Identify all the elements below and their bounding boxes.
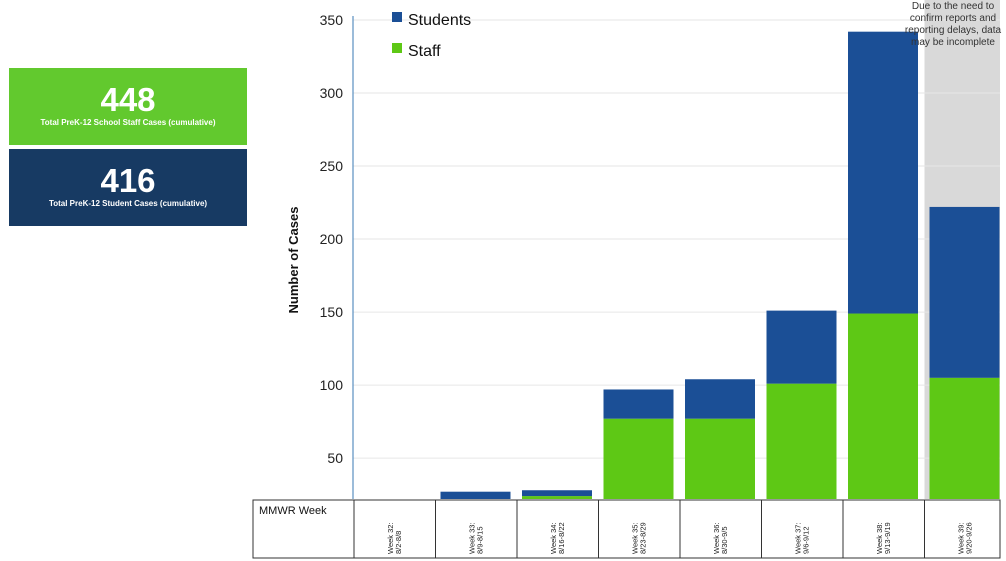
bar-students — [522, 490, 592, 497]
y-tick-label: 300 — [320, 85, 344, 101]
y-axis-label: Number of Cases — [286, 207, 301, 314]
student-cases-card: 416 Total PreK-12 Student Cases (cumulat… — [9, 149, 247, 226]
legend-label-students: Students — [408, 12, 471, 29]
bar-students — [766, 310, 837, 384]
x-tick-label-line: 8/9-8/15 — [475, 526, 484, 554]
bar-students — [685, 379, 755, 419]
x-tick-label-line: Week 37: — [793, 522, 802, 554]
x-tick-label-line: 8/16-8/22 — [557, 522, 566, 554]
x-tick-label: Week 35:8/23-8/29 — [630, 522, 647, 554]
legend-swatch-staff — [392, 43, 402, 53]
x-tick-label-line: Week 36: — [712, 522, 721, 554]
staff-cases-label: Total PreK-12 School Staff Cases (cumula… — [40, 118, 216, 127]
bar-students — [440, 491, 511, 499]
x-tick-label: Week 37:9/6-9/12 — [793, 522, 810, 554]
incomplete-data-note: confirm reports and — [910, 13, 996, 24]
bar-students — [848, 31, 918, 314]
bar-staff — [522, 496, 592, 499]
bar-staff — [603, 418, 674, 499]
y-tick-label: 200 — [320, 231, 344, 247]
x-tick-label: Week 32:8/2-8/8 — [386, 522, 403, 554]
x-tick-label-line: Week 34: — [549, 522, 558, 554]
x-tick-label-line: 9/13-9/19 — [883, 522, 892, 554]
bar-staff — [766, 383, 837, 499]
x-tick-label: Week 33:8/9-8/15 — [467, 522, 484, 554]
y-tick-label: 250 — [320, 158, 344, 174]
y-tick-label: 350 — [320, 12, 344, 28]
bar-students — [603, 389, 674, 419]
x-tick-label-line: 8/23-8/29 — [638, 522, 647, 554]
staff-cases-value: 448 — [100, 81, 156, 118]
week-table — [252, 499, 1001, 559]
student-cases-label: Total PreK-12 Student Cases (cumulative) — [48, 199, 208, 208]
staff-cases-card: 448 Total PreK-12 School Staff Cases (cu… — [9, 68, 247, 145]
legend-label-staff: Staff — [408, 43, 441, 60]
y-tick-label: 100 — [320, 377, 344, 393]
x-tick-label-line: Week 39: — [956, 522, 965, 554]
x-tick-label: Week 34:8/16-8/22 — [549, 522, 566, 554]
x-tick-label: Week 38:9/13-9/19 — [875, 522, 892, 554]
x-tick-label: Week 36:8/30-9/5 — [712, 522, 729, 554]
x-tick-label-line: 9/6-9/12 — [801, 526, 810, 554]
x-tick-label-line: Week 38: — [875, 522, 884, 554]
x-tick-label-line: 8/30-9/5 — [720, 526, 729, 554]
student-cases-value: 416 — [100, 162, 156, 199]
x-tick-label: Week 39:9/20-9/26 — [956, 522, 973, 554]
legend-swatch-students — [392, 12, 402, 22]
table-header-label: MMWR Week — [259, 505, 327, 517]
bar-students — [929, 206, 1000, 378]
x-tick-label-line: 9/20-9/26 — [964, 522, 973, 554]
incomplete-data-note: may be incomplete — [911, 37, 995, 48]
incomplete-data-note: reporting delays, data — [905, 25, 1002, 36]
bar-staff — [929, 377, 1000, 499]
x-tick-label-line: Week 35: — [630, 522, 639, 554]
x-tick-label-line: 8/2-8/8 — [394, 531, 403, 554]
incomplete-data-note: Due to the need to — [912, 1, 995, 12]
y-tick-label: 50 — [327, 450, 343, 466]
bar-staff — [685, 418, 755, 499]
y-tick-label: 150 — [320, 304, 344, 320]
x-tick-label-line: Week 33: — [467, 522, 476, 554]
bar-staff — [848, 313, 918, 499]
x-tick-label-line: Week 32: — [386, 522, 395, 554]
